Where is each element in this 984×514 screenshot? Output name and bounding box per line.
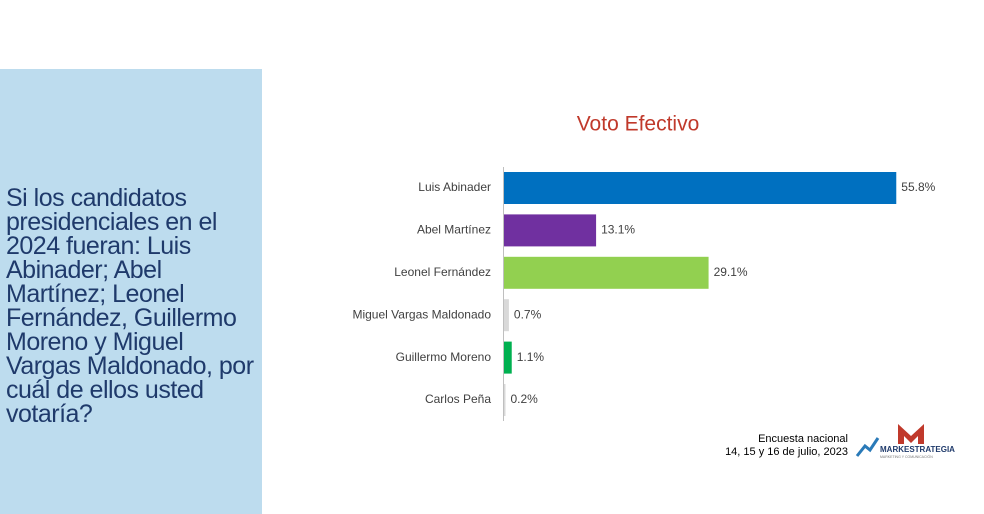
bar — [504, 214, 597, 247]
category-label: Carlos Peña — [425, 392, 491, 406]
category-label: Leonel Fernández — [394, 265, 491, 279]
category-label: Luis Abinader — [418, 180, 491, 194]
bar — [504, 384, 506, 416]
category-label: Guillermo Moreno — [396, 350, 492, 364]
category-label: Miguel Vargas Maldonado — [352, 307, 491, 321]
question-panel — [0, 69, 262, 514]
logo-mark — [898, 424, 924, 444]
bar — [504, 341, 512, 374]
chart-title: Voto Efectivo — [577, 113, 700, 136]
logo-text: MARKESTRATEGIA — [880, 445, 955, 454]
bar — [504, 299, 509, 332]
logo: MARKESTRATEGIA MARKETING Y COMUNICACIÓN — [855, 424, 955, 459]
category-label: Abel Martínez — [417, 223, 491, 237]
value-label: 13.1% — [601, 223, 635, 237]
value-label: 1.1% — [517, 350, 545, 364]
question-text: Si los candidatos presidenciales en el 2… — [6, 184, 254, 428]
date: 14, 15 y 16 de julio, 2023 — [725, 446, 848, 458]
value-label: 29.1% — [714, 265, 748, 279]
source: Encuesta nacional — [758, 433, 848, 445]
value-label: 0.2% — [511, 392, 539, 406]
logo-tagline: MARKETING Y COMUNICACIÓN — [880, 454, 933, 459]
logo-arrow — [855, 437, 880, 457]
value-label: 55.8% — [901, 180, 935, 194]
value-label: 0.7% — [514, 307, 542, 321]
bar — [504, 256, 709, 289]
bar — [504, 172, 897, 204]
